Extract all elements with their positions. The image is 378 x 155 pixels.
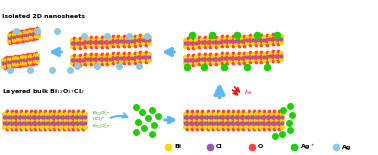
FancyArrowPatch shape [110, 113, 127, 118]
Text: Ag: Ag [342, 144, 351, 150]
Text: O: O [258, 144, 263, 150]
Text: Ag$^+$: Ag$^+$ [300, 142, 315, 152]
Text: Bi$_{12}$O$_{17}^{2-}$: Bi$_{12}$O$_{17}^{2-}$ [91, 108, 110, 119]
Text: Isolated 2D nanosheets: Isolated 2D nanosheets [2, 14, 85, 19]
Text: Bi$_{12}$O$_{17}^{2-}$: Bi$_{12}$O$_{17}^{2-}$ [91, 121, 110, 132]
Text: Bi: Bi [174, 144, 181, 150]
Text: Layered bulk Bi$_{12}$O$_{17}$Cl$_2$: Layered bulk Bi$_{12}$O$_{17}$Cl$_2$ [2, 88, 85, 97]
Text: HCl$_2^-$: HCl$_2^-$ [91, 116, 104, 124]
Text: $h\nu$: $h\nu$ [245, 88, 254, 96]
Text: Cl: Cl [216, 144, 223, 150]
